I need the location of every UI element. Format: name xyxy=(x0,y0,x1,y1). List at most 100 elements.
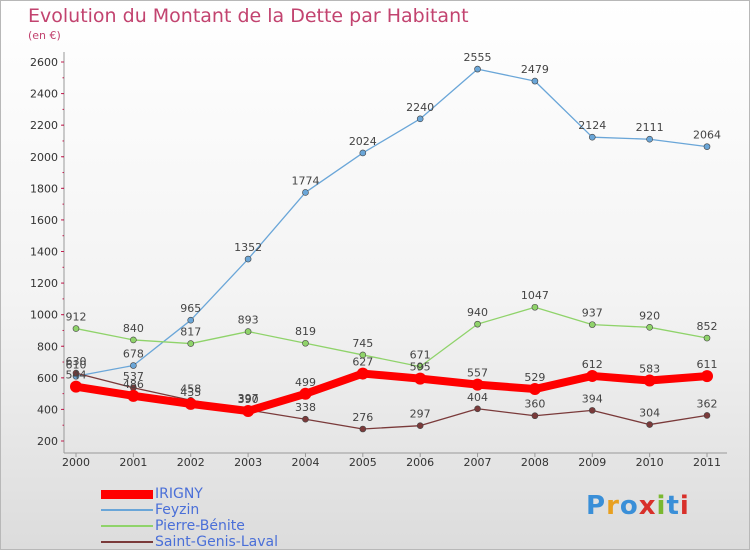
x-tick-label: 2006 xyxy=(406,456,434,469)
data-label: 297 xyxy=(410,408,431,421)
x-tick-label: 2001 xyxy=(119,456,147,469)
chart-subtitle: (en €) xyxy=(28,29,61,42)
x-tick-label: 2005 xyxy=(349,456,377,469)
data-point xyxy=(299,387,312,400)
data-point xyxy=(302,339,309,347)
y-tick-label: 800 xyxy=(37,340,58,353)
legend-label: Feyzin xyxy=(155,502,200,518)
x-tick-label: 2011 xyxy=(693,456,721,469)
data-point xyxy=(127,389,140,402)
data-point xyxy=(244,328,252,335)
data-label: 745 xyxy=(352,337,373,350)
data-point xyxy=(588,407,596,414)
data-label: 893 xyxy=(238,314,259,327)
data-label: 2479 xyxy=(521,63,549,76)
data-label: 276 xyxy=(352,411,373,424)
data-point xyxy=(130,336,137,344)
data-label: 394 xyxy=(582,392,603,405)
data-label: 840 xyxy=(123,322,144,335)
data-label: 544 xyxy=(66,369,87,382)
data-label: 817 xyxy=(180,326,201,339)
data-point xyxy=(474,405,481,413)
data-point xyxy=(414,372,427,385)
data-label: 390 xyxy=(238,393,259,406)
legend-swatch xyxy=(101,509,153,511)
x-tick-label: 2008 xyxy=(521,456,549,469)
x-tick-label: 2009 xyxy=(578,456,606,469)
x-tick-label: 2000 xyxy=(62,456,90,469)
data-point xyxy=(588,133,596,141)
y-tick-label: 2200 xyxy=(30,119,58,132)
data-label: 397 xyxy=(238,392,259,405)
y-tick-label: 1200 xyxy=(30,277,58,290)
data-label: 611 xyxy=(697,358,718,371)
series-line-feyzin xyxy=(75,68,708,377)
data-point xyxy=(586,369,599,382)
data-point xyxy=(703,143,711,150)
data-label: 1352 xyxy=(234,241,262,254)
data-label: 912 xyxy=(66,311,87,324)
data-point xyxy=(531,412,539,420)
data-point xyxy=(187,316,195,324)
data-point xyxy=(646,421,653,428)
data-label: 2064 xyxy=(693,129,721,142)
data-label: 583 xyxy=(639,363,660,376)
data-point xyxy=(474,65,481,73)
data-label: 404 xyxy=(467,391,488,404)
data-label: 671 xyxy=(410,349,431,362)
y-tick-label: 2600 xyxy=(30,56,58,69)
data-label: 610 xyxy=(66,358,87,371)
data-point xyxy=(184,397,197,410)
data-label: 338 xyxy=(295,401,316,414)
series-line-irigny xyxy=(72,369,711,415)
data-label: 362 xyxy=(697,397,718,410)
data-label: 435 xyxy=(180,386,201,399)
data-label: 499 xyxy=(295,376,316,389)
data-label: 1774 xyxy=(291,174,319,187)
data-label: 537 xyxy=(123,370,144,383)
y-tick-label: 600 xyxy=(37,372,58,385)
data-point xyxy=(531,77,539,85)
data-point xyxy=(646,135,653,143)
chart-title: Evolution du Montant de la Dette par Hab… xyxy=(28,5,469,27)
data-point xyxy=(302,415,309,423)
data-point xyxy=(244,255,252,263)
y-tick-label: 200 xyxy=(37,435,58,448)
data-point xyxy=(72,369,80,377)
data-label: 678 xyxy=(123,348,144,361)
data-label: 529 xyxy=(524,371,545,384)
data-point xyxy=(130,362,137,369)
legend-swatch xyxy=(101,541,153,543)
y-tick-label: 1800 xyxy=(30,182,58,195)
data-point xyxy=(531,303,539,311)
data-label: 486 xyxy=(123,378,144,391)
data-label: 937 xyxy=(582,307,603,320)
data-point xyxy=(646,323,653,331)
legend-label: IRIGNY xyxy=(155,486,203,502)
data-point xyxy=(72,325,80,332)
data-label: 920 xyxy=(639,309,660,322)
data-label: 458 xyxy=(180,382,201,395)
series-line-pierre-b-nite xyxy=(75,306,708,368)
data-label: 2240 xyxy=(406,101,434,114)
data-label: 627 xyxy=(352,356,373,369)
data-point xyxy=(359,425,367,433)
data-label: 1047 xyxy=(521,289,549,302)
x-tick-label: 2007 xyxy=(464,456,492,469)
data-point xyxy=(643,374,656,387)
y-tick-label: 1600 xyxy=(30,214,58,227)
data-point xyxy=(703,412,711,419)
x-tick-label: 2004 xyxy=(291,456,319,469)
data-label: 595 xyxy=(410,361,431,374)
data-point xyxy=(416,422,424,429)
y-tick-label: 2400 xyxy=(30,88,58,101)
x-tick-label: 2002 xyxy=(177,456,205,469)
data-point xyxy=(187,340,195,347)
data-point xyxy=(359,149,367,157)
proxiti-logo: Proxiti xyxy=(586,491,690,521)
data-label: 2024 xyxy=(349,135,377,148)
y-tick-label: 1000 xyxy=(30,309,58,322)
data-label: 852 xyxy=(697,320,718,333)
